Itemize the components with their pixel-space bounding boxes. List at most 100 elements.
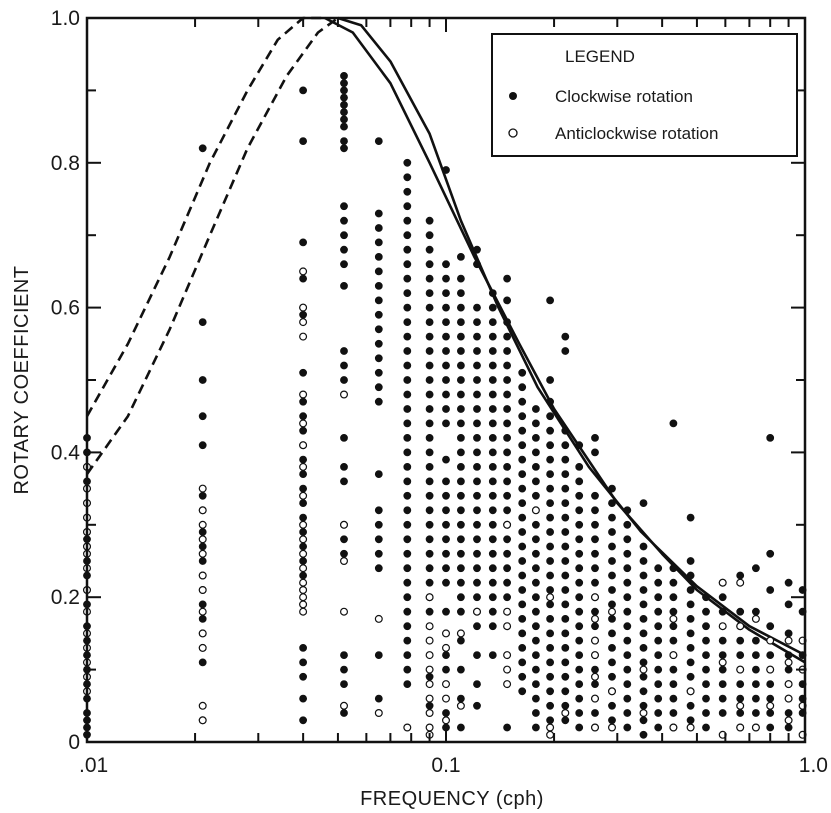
- clockwise-point: [425, 216, 434, 225]
- clockwise-point: [561, 658, 570, 667]
- clockwise-point: [425, 260, 434, 269]
- clockwise-point: [561, 716, 570, 725]
- clockwise-point: [456, 361, 465, 370]
- clockwise-point: [532, 665, 540, 674]
- clockwise-point: [546, 615, 554, 623]
- clockwise-point: [425, 701, 434, 710]
- clockwise-point: [561, 644, 570, 652]
- clockwise-point: [299, 542, 307, 551]
- anticlockwise-point: [198, 535, 207, 544]
- clockwise-point: [686, 615, 695, 623]
- clockwise-point: [546, 672, 554, 681]
- y-tick-label: 0.2: [51, 586, 80, 609]
- clockwise-point: [546, 499, 554, 507]
- clockwise-point: [425, 520, 434, 529]
- clockwise-point: [766, 709, 775, 717]
- clockwise-point: [702, 593, 710, 602]
- clockwise-point: [473, 390, 481, 399]
- clockwise-point: [575, 694, 584, 703]
- clockwise-point: [546, 455, 554, 464]
- clockwise-point: [503, 491, 511, 500]
- clockwise-point: [639, 672, 648, 681]
- clockwise-point: [425, 303, 434, 312]
- clockwise-point: [374, 238, 383, 247]
- clockwise-point: [518, 383, 527, 392]
- clockwise-point: [503, 361, 511, 370]
- clockwise-point: [488, 506, 497, 515]
- clockwise-point: [546, 687, 554, 696]
- clockwise-point: [456, 520, 465, 529]
- clockwise-point: [686, 600, 695, 609]
- clockwise-point: [425, 361, 434, 370]
- clockwise-point: [473, 593, 481, 602]
- clockwise-point: [561, 499, 570, 507]
- clockwise-point: [702, 607, 710, 616]
- clockwise-point: [532, 680, 540, 688]
- clockwise-point: [532, 549, 540, 558]
- clockwise-point: [340, 108, 348, 116]
- anticlockwise-point: [299, 607, 308, 616]
- clockwise-point: [425, 578, 434, 587]
- anticlockwise-point: [531, 506, 540, 515]
- clockwise-point: [639, 499, 648, 507]
- clockwise-point: [575, 680, 584, 688]
- clockwise-point: [442, 455, 450, 464]
- clockwise-point: [425, 477, 434, 486]
- clockwise-point: [718, 709, 727, 717]
- clockwise-point: [623, 709, 632, 717]
- clockwise-point: [198, 542, 207, 551]
- clockwise-point: [403, 477, 412, 486]
- clockwise-point: [766, 651, 775, 659]
- clockwise-point: [518, 571, 527, 580]
- anticlockwise-point: [639, 665, 648, 674]
- anticlockwise-point: [198, 643, 207, 652]
- clockwise-point: [198, 412, 207, 421]
- clockwise-point: [403, 347, 412, 355]
- clockwise-point: [503, 274, 511, 283]
- clockwise-point: [299, 86, 307, 95]
- clockwise-point: [623, 593, 632, 602]
- clockwise-point: [623, 564, 632, 573]
- clockwise-point: [608, 658, 616, 667]
- clockwise-point: [503, 564, 511, 573]
- anticlockwise-point: [299, 441, 308, 450]
- clockwise-point: [473, 303, 481, 312]
- clockwise-point: [702, 636, 710, 645]
- clockwise-point: [654, 723, 663, 732]
- clockwise-point: [374, 470, 383, 478]
- clockwise-point: [503, 549, 511, 558]
- clockwise-point: [639, 571, 648, 580]
- clockwise-point: [473, 347, 481, 355]
- anticlockwise-point: [590, 694, 599, 703]
- clockwise-point: [736, 607, 745, 616]
- clockwise-point: [518, 528, 527, 536]
- anticlockwise-point: [546, 730, 555, 739]
- clockwise-point: [403, 405, 412, 413]
- clockwise-point: [639, 716, 648, 725]
- clockwise-point: [561, 542, 570, 551]
- clockwise-point: [456, 332, 465, 341]
- clockwise-point: [425, 448, 434, 457]
- clockwise-point: [403, 245, 412, 254]
- anticlockwise-point: [736, 578, 745, 587]
- clockwise-point: [456, 405, 465, 413]
- clockwise-point: [456, 390, 465, 399]
- clockwise-point: [456, 289, 465, 297]
- legend-marker-anticlockwise: [508, 128, 518, 138]
- clockwise-point: [340, 462, 348, 471]
- anticlockwise-point: [766, 636, 775, 645]
- clockwise-point: [575, 462, 584, 471]
- anticlockwise-point: [198, 629, 207, 638]
- clockwise-point: [532, 405, 540, 413]
- clockwise-point: [518, 615, 527, 623]
- clockwise-point: [503, 578, 511, 587]
- anticlockwise-point: [590, 672, 599, 681]
- clockwise-point: [766, 622, 775, 631]
- anticlockwise-point: [736, 622, 745, 631]
- clockwise-point: [299, 484, 307, 493]
- clockwise-point: [766, 723, 775, 732]
- clockwise-point: [473, 564, 481, 573]
- clockwise-point: [473, 245, 481, 254]
- anticlockwise-point: [456, 701, 465, 710]
- clockwise-point: [623, 694, 632, 703]
